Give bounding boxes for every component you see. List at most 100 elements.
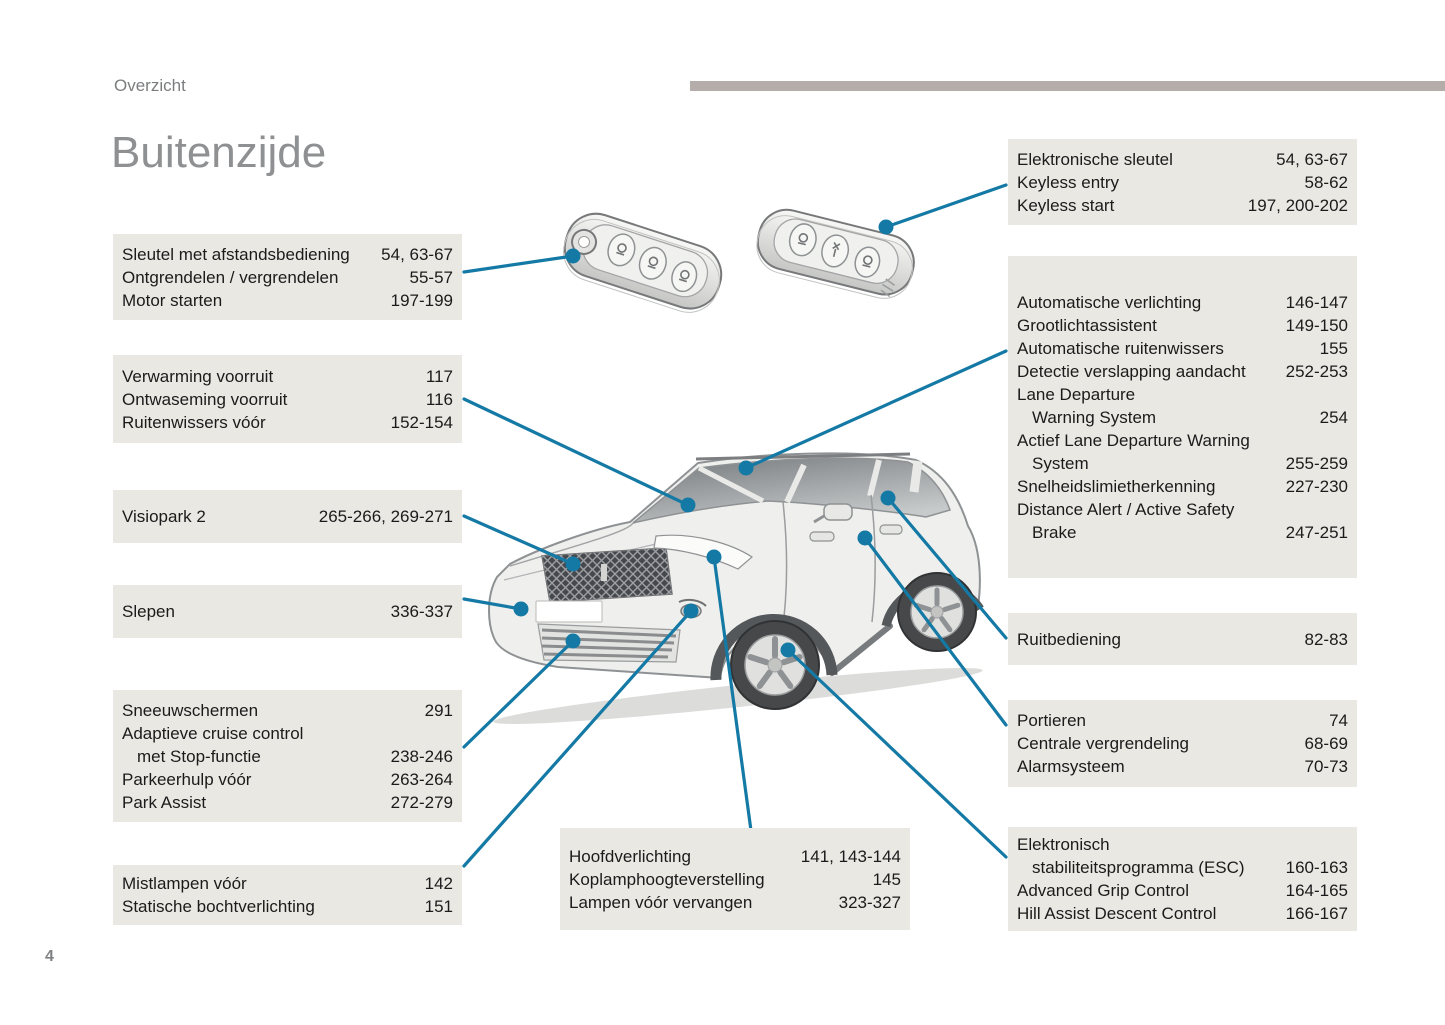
key-fob-left xyxy=(563,212,723,313)
feature-label: Visiopark 2 xyxy=(122,507,206,526)
feature-label: Parkeerhulp vóór xyxy=(122,769,252,789)
callout-box-electronic-key: Elektronische sleutel 54, 63-67 Keyless e… xyxy=(1008,139,1357,225)
index-row: Automatische ruitenwissers 155 xyxy=(1017,337,1348,360)
callout-box-fog-lamps: Mistlampen vóór 142 Statische bochtverlic… xyxy=(113,865,462,925)
page-ref: 272-279 xyxy=(390,792,453,812)
page-ref: 142 xyxy=(424,874,453,893)
index-row: Lampen vóór vervangen 323-327 xyxy=(569,891,901,914)
index-row: Sleutel met afstandsbediening 54, 63-67 xyxy=(122,243,453,266)
index-row: Verwarming voorruit 117 xyxy=(122,365,453,388)
page-ref: 197-199 xyxy=(390,290,453,310)
car-illustration xyxy=(488,452,984,724)
feature-label: Adaptieve cruise control xyxy=(122,723,304,743)
page-ref: 74 xyxy=(1329,711,1348,730)
page-ref: 146-147 xyxy=(1285,292,1348,312)
page-ref: 149-150 xyxy=(1285,315,1348,335)
index-row: Portieren 74 xyxy=(1017,709,1348,732)
index-row: Koplamphoogteverstelling 145 xyxy=(569,868,901,891)
callout-box-stability: Elektronisch stabiliteitsprogramma (ESC)… xyxy=(1008,827,1357,931)
index-row: Detectie verslapping aandacht 252-253 xyxy=(1017,360,1348,383)
page-ref: 54, 63-67 xyxy=(1276,149,1348,169)
index-row: Keyless entry 58-62 xyxy=(1017,171,1348,194)
index-row: Hoofdverlichting 141, 143-144 xyxy=(569,845,901,868)
page-ref: 291 xyxy=(424,700,453,720)
index-row: Distance Alert / Active Safety xyxy=(1017,498,1348,521)
index-row: Motor starten 197-199 xyxy=(122,289,453,312)
feature-label: Statische bochtverlichting xyxy=(122,897,315,916)
index-row: Actief Lane Departure Warning xyxy=(1017,429,1348,452)
index-row: Ruitenwissers vóór 152-154 xyxy=(122,411,453,434)
page-ref: 263-264 xyxy=(390,769,453,789)
feature-label: Lampen vóór vervangen xyxy=(569,892,753,912)
callout-box-visiopark: Visiopark 2 265-266, 269-271 xyxy=(113,490,462,543)
index-row: Park Assist 272-279 xyxy=(122,791,453,814)
page-ref: 116 xyxy=(425,389,453,409)
page-ref: 82-83 xyxy=(1304,629,1348,649)
index-row: Elektronisch xyxy=(1017,833,1348,856)
feature-label: met Stop-functie xyxy=(137,746,261,766)
feature-label: Keyless start xyxy=(1017,195,1115,215)
page-ref: 197, 200-202 xyxy=(1247,195,1348,215)
page-ref: 117 xyxy=(425,366,453,386)
feature-label: Keyless entry xyxy=(1017,172,1120,192)
feature-label: Ruitenwissers vóór xyxy=(122,412,266,432)
page-ref: 155 xyxy=(1319,338,1348,358)
page-ref: 152-154 xyxy=(390,412,453,432)
page-ref: 336-337 xyxy=(390,602,453,621)
feature-label: Sleutel met afstandsbediening xyxy=(122,244,350,264)
feature-label: Hoofdverlichting xyxy=(569,846,691,866)
feature-label: Elektronische sleutel xyxy=(1017,149,1173,169)
feature-label: Warning System xyxy=(1032,407,1157,427)
page-number: 4 xyxy=(45,948,54,965)
index-row: Warning System 254 xyxy=(1017,406,1348,429)
index-row: Alarmsysteem 70-73 xyxy=(1017,755,1348,778)
page-title: Buitenzijde xyxy=(111,128,327,177)
callout-box-front-equipment: Sneeuwschermen 291 Adaptieve cruise contr… xyxy=(113,690,462,822)
index-row: Snelheidslimietherkenning 227-230 xyxy=(1017,475,1348,498)
index-row: Grootlichtassistent 149-150 xyxy=(1017,314,1348,337)
feature-label: Centrale vergrendeling xyxy=(1017,734,1189,753)
page-ref: 54, 63-67 xyxy=(381,244,453,264)
feature-label: Automatische verlichting xyxy=(1017,292,1202,312)
index-row: Brake 247-251 xyxy=(1017,521,1348,544)
feature-label: Sneeuwschermen xyxy=(122,700,259,720)
index-row: Hill Assist Descent Control 166-167 xyxy=(1017,902,1348,925)
feature-label: Koplamphoogteverstelling xyxy=(569,869,765,889)
feature-label: Grootlichtassistent xyxy=(1017,315,1157,335)
index-row: Advanced Grip Control 164-165 xyxy=(1017,879,1348,902)
index-row: Statische bochtverlichting 151 xyxy=(122,895,453,918)
callout-box-windscreen: Verwarming voorruit 117 Ontwaseming voorr… xyxy=(113,355,462,443)
feature-label: Ontgrendelen / vergrendelen xyxy=(122,267,339,287)
page-ref: 145 xyxy=(872,869,901,889)
feature-label: Detectie verslapping aandacht xyxy=(1017,361,1246,381)
page-ref: 58-62 xyxy=(1304,172,1348,192)
header-rule xyxy=(690,81,1445,91)
feature-label: Motor starten xyxy=(122,290,223,310)
key-fob-illustration xyxy=(563,208,915,313)
feature-label: stabiliteitsprogramma (ESC) xyxy=(1032,858,1245,877)
page-ref: 68-69 xyxy=(1304,734,1348,753)
callout-box-towing: Slepen 336-337 xyxy=(113,585,462,638)
page-ref: 141, 143-144 xyxy=(800,846,901,866)
feature-label: Hill Assist Descent Control xyxy=(1017,904,1217,923)
key-fob-right xyxy=(756,208,915,299)
page-ref: 255-259 xyxy=(1285,453,1348,473)
index-row: Keyless start 197, 200-202 xyxy=(1017,194,1348,217)
index-row: Slepen 336-337 xyxy=(122,600,453,623)
feature-label: Alarmsysteem xyxy=(1017,757,1125,776)
rear-wheel xyxy=(897,572,977,652)
index-row: met Stop-functie 238-246 xyxy=(122,745,453,768)
callout-box-remote-key: Sleutel met afstandsbediening 54, 63-67 O… xyxy=(113,234,462,320)
index-row: Sneeuwschermen 291 xyxy=(122,699,453,722)
index-row: stabiliteitsprogramma (ESC) 160-163 xyxy=(1017,856,1348,879)
feature-label: System xyxy=(1032,453,1089,473)
page-ref: 164-165 xyxy=(1285,881,1348,900)
feature-label: Elektronisch xyxy=(1017,835,1110,854)
index-row: Elektronische sleutel 54, 63-67 xyxy=(1017,148,1348,171)
index-row: System 255-259 xyxy=(1017,452,1348,475)
feature-label: Distance Alert / Active Safety xyxy=(1017,499,1235,519)
page-ref: 227-230 xyxy=(1285,476,1348,496)
feature-label: Ruitbediening xyxy=(1017,629,1121,649)
feature-label: Park Assist xyxy=(122,792,207,812)
